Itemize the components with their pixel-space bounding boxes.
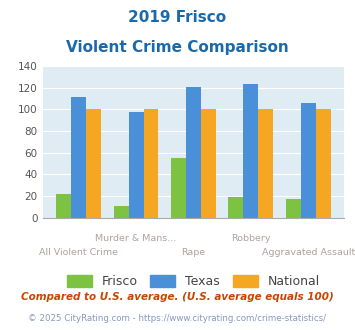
Bar [244, 84, 258, 218]
Bar [71, 97, 86, 218]
Bar [286, 199, 301, 218]
Bar [186, 86, 201, 218]
Legend: Frisco, Texas, National: Frisco, Texas, National [62, 270, 325, 293]
Text: Robbery: Robbery [231, 235, 271, 244]
Text: All Violent Crime: All Violent Crime [39, 248, 118, 257]
Bar [86, 109, 101, 218]
Text: © 2025 CityRating.com - https://www.cityrating.com/crime-statistics/: © 2025 CityRating.com - https://www.city… [28, 314, 327, 323]
Bar [258, 109, 273, 218]
Bar [143, 109, 158, 218]
Text: Aggravated Assault: Aggravated Assault [262, 248, 355, 257]
Text: Violent Crime Comparison: Violent Crime Comparison [66, 40, 289, 54]
Bar [129, 112, 143, 218]
Text: Murder & Mans...: Murder & Mans... [95, 235, 177, 244]
Bar [229, 197, 244, 218]
Bar [316, 109, 331, 218]
Text: 2019 Frisco: 2019 Frisco [129, 10, 226, 25]
Bar [114, 206, 129, 218]
Bar [56, 194, 71, 218]
Bar [201, 109, 216, 218]
Text: Rape: Rape [181, 248, 206, 257]
Bar [301, 103, 316, 218]
Text: Compared to U.S. average. (U.S. average equals 100): Compared to U.S. average. (U.S. average … [21, 292, 334, 302]
Bar [171, 158, 186, 218]
